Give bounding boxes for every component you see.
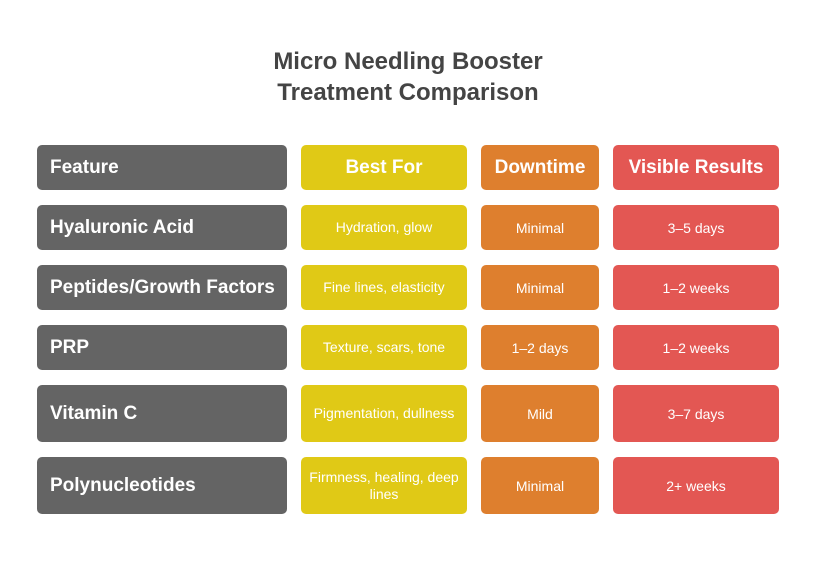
cell-visible-results: 3–7 days (613, 385, 779, 442)
cell-feature: PRP (37, 325, 287, 370)
cell-downtime: Minimal (481, 457, 599, 514)
cell-visible-results: 1–2 weeks (613, 265, 779, 310)
cell-visible-results: 3–5 days (613, 205, 779, 250)
cell-feature: Vitamin C (37, 385, 287, 442)
page-title: Micro Needling Booster Treatment Compari… (0, 46, 816, 108)
cell-best-for: Pigmentation, dullness (301, 385, 467, 442)
cell-downtime: 1–2 days (481, 325, 599, 370)
cell-best-for: Texture, scars, tone (301, 325, 467, 370)
header-downtime: Downtime (481, 145, 599, 190)
cell-best-for: Firmness, healing, deep lines (301, 457, 467, 514)
title-line-1: Micro Needling Booster (273, 48, 543, 75)
cell-downtime: Minimal (481, 205, 599, 250)
cell-downtime: Minimal (481, 265, 599, 310)
cell-visible-results: 2+ weeks (613, 457, 779, 514)
header-feature: Feature (37, 145, 287, 190)
cell-feature: Polynucleotides (37, 457, 287, 514)
cell-best-for: Fine lines, elasticity (301, 265, 467, 310)
header-best-for: Best For (301, 145, 467, 190)
cell-best-for: Hydration, glow (301, 205, 467, 250)
title-line-2: Treatment Comparison (277, 79, 539, 106)
header-visible-results: Visible Results (613, 145, 779, 190)
cell-feature: Hyaluronic Acid (37, 205, 287, 250)
cell-visible-results: 1–2 weeks (613, 325, 779, 370)
cell-downtime: Mild (481, 385, 599, 442)
cell-feature: Peptides/Growth Factors (37, 265, 287, 310)
